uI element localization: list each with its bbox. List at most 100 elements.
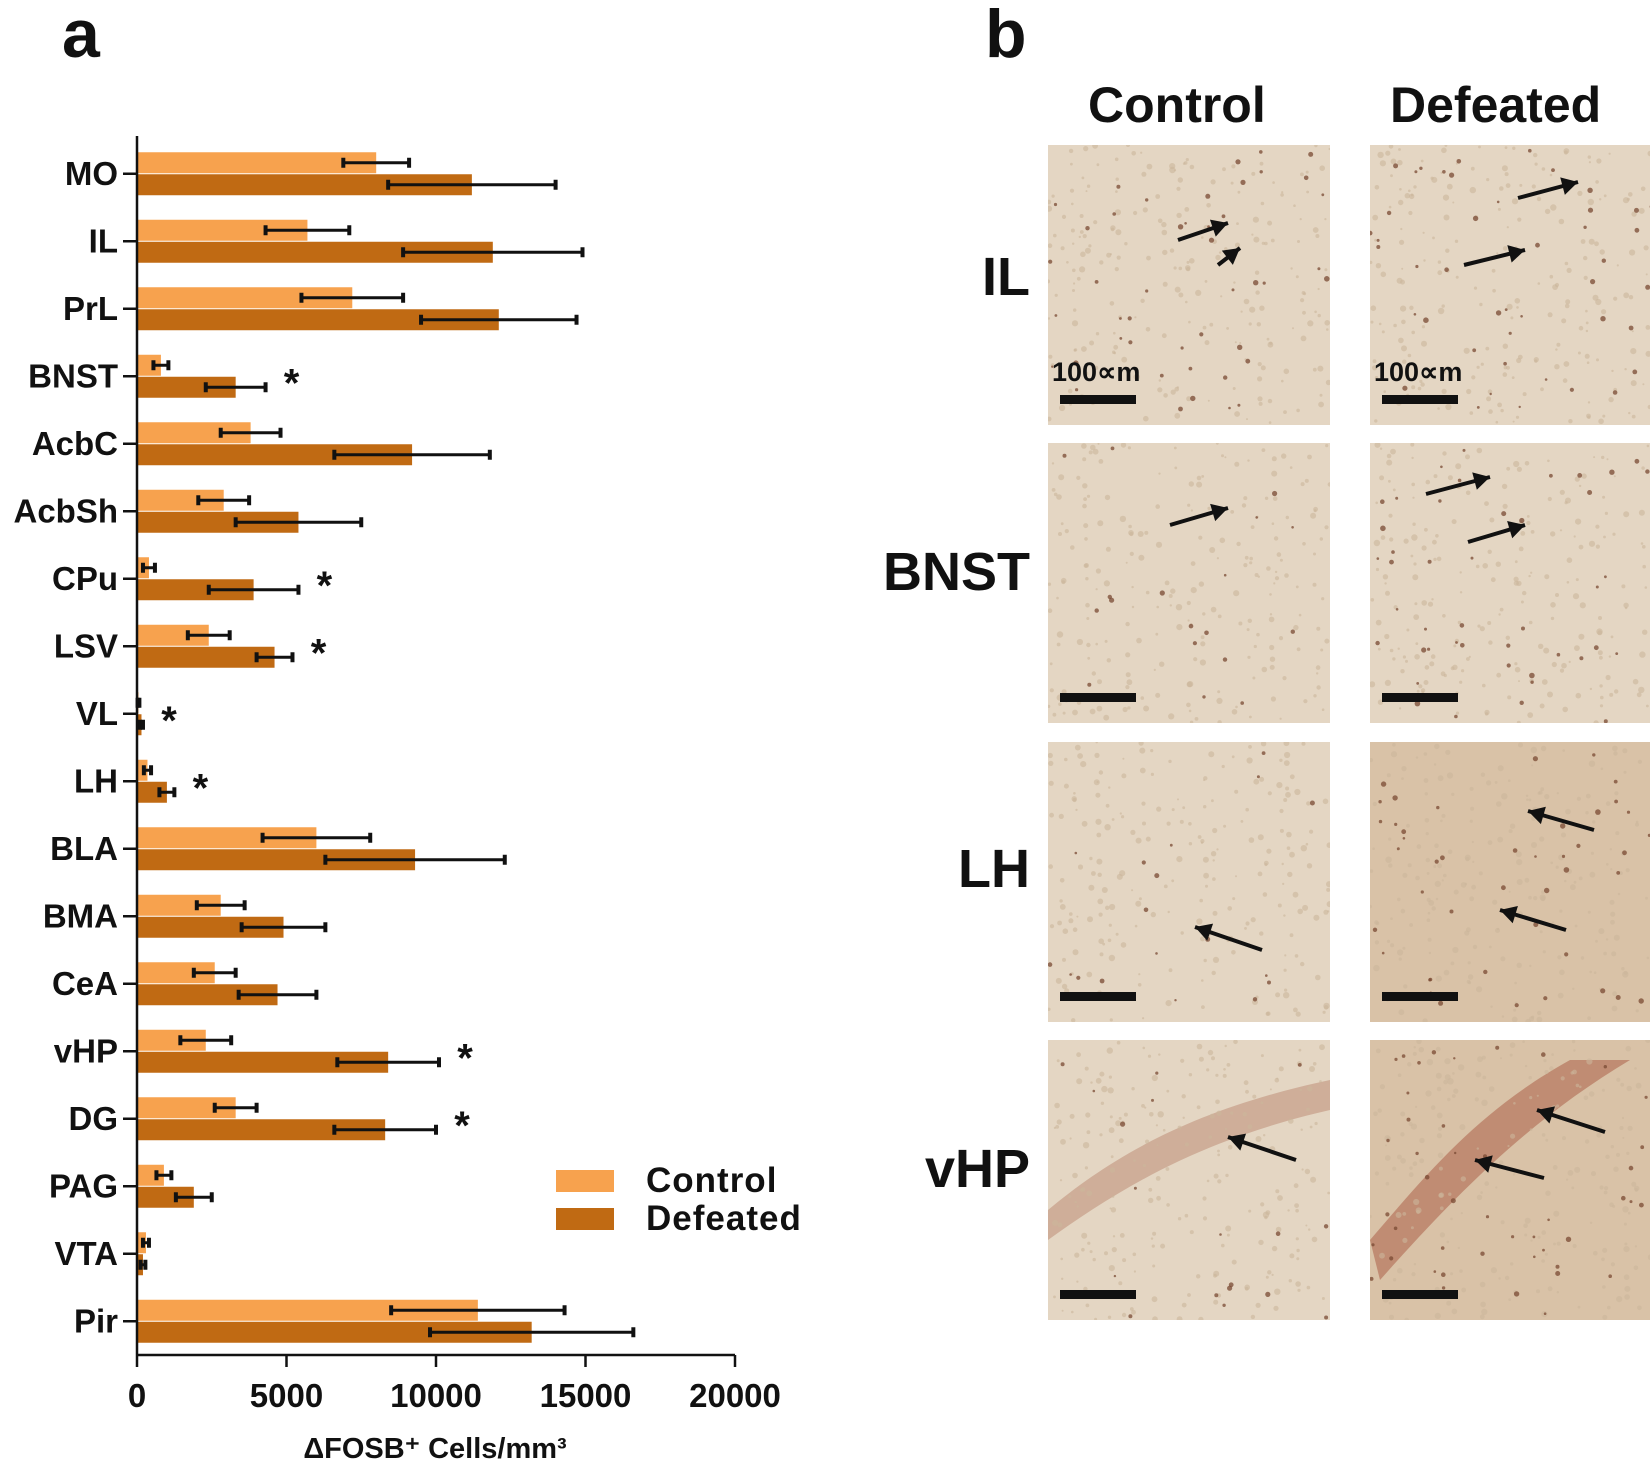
significance-marker-vhp: *	[457, 1036, 473, 1080]
column-header-defeated: Defeated	[1390, 77, 1602, 133]
row-header-lh: LH	[958, 839, 1030, 899]
bar-lsv-control	[137, 624, 209, 646]
bar-dg-control	[137, 1097, 236, 1119]
y-tick-label-cea: CeA	[52, 965, 118, 1002]
scale-bar	[1060, 1290, 1136, 1299]
y-tick-label-vl: VL	[76, 695, 118, 732]
bar-cpu-defeated	[137, 579, 254, 601]
row-header-vhp: vHP	[924, 1139, 1030, 1199]
y-tick-label-bla: BLA	[50, 830, 118, 867]
micrograph-il-control: 100∝m	[1048, 145, 1330, 425]
x-tick-label-0: 0	[128, 1377, 146, 1414]
arrowhead-icon	[1228, 1133, 1247, 1151]
arrowhead-icon	[1209, 219, 1228, 237]
legend-label-control: Control	[646, 1161, 777, 1200]
legend-label-defeated: Defeated	[646, 1199, 802, 1238]
y-tick-label-vta: VTA	[54, 1235, 118, 1272]
bar-acbc-control	[137, 422, 251, 444]
arrowhead-icon	[1475, 1155, 1493, 1173]
y-tick-label-prl: PrL	[63, 290, 118, 327]
y-tick-label-vhp: vHP	[54, 1032, 118, 1069]
legend-swatch-control	[556, 1170, 614, 1192]
scale-bar-label: 100∝m	[1052, 357, 1141, 387]
bar-mo-control	[137, 152, 377, 174]
scale-bar	[1382, 992, 1458, 1001]
y-tick-label-bnst: BNST	[28, 357, 118, 394]
bar-dg-defeated	[137, 1119, 386, 1141]
x-tick-label-20000: 20000	[689, 1377, 781, 1414]
x-axis-label: ΔFOSB⁺ Cells/mm³	[303, 1433, 567, 1465]
micrograph-image	[1370, 145, 1650, 425]
y-tick-label-cpu: CPu	[52, 560, 118, 597]
bar-vhp-defeated	[137, 1051, 389, 1073]
y-tick-label-mo: MO	[65, 155, 118, 192]
micrograph-image	[1048, 742, 1330, 1022]
arrowhead-icon	[1507, 245, 1525, 263]
micrograph-image	[1048, 145, 1330, 425]
row-header-bnst: BNST	[883, 542, 1030, 602]
bar-bma-defeated	[137, 916, 284, 938]
x-tick-label-15000: 15000	[540, 1377, 632, 1414]
scale-bar-label: 100∝m	[1374, 357, 1463, 387]
bar-pir-defeated	[137, 1321, 532, 1343]
y-tick-label-il: IL	[89, 222, 118, 259]
bar-lsv-defeated	[137, 646, 275, 668]
arrowhead-icon	[1210, 503, 1228, 522]
scale-bar	[1382, 1290, 1458, 1299]
bar-il-control	[137, 219, 308, 241]
bar-pir-control	[137, 1299, 478, 1321]
significance-marker-dg: *	[454, 1104, 470, 1148]
arrowhead-icon	[1195, 923, 1214, 941]
arrowhead-icon	[1221, 248, 1240, 265]
column-header-control: Control	[1088, 77, 1266, 133]
significance-marker-lsv: *	[311, 631, 327, 675]
micrograph-lh-control	[1048, 742, 1330, 1022]
significance-marker-cpu: *	[317, 564, 333, 608]
x-tick-label-10000: 10000	[390, 1377, 482, 1414]
bar-il-defeated	[137, 241, 493, 263]
bar-prl-defeated	[137, 309, 499, 331]
y-tick-label-acbsh: AcbSh	[13, 492, 118, 529]
arrowhead-icon	[1507, 520, 1525, 539]
y-tick-label-pir: Pir	[74, 1302, 118, 1339]
micrograph-lh-defeated	[1370, 742, 1650, 1022]
bar-bnst-control	[137, 354, 161, 376]
micrograph-vhp-defeated	[1370, 1040, 1650, 1320]
micrograph-image	[1370, 443, 1650, 723]
bar-mo-defeated	[137, 174, 472, 196]
arrowhead-icon	[1528, 806, 1546, 825]
bar-bnst-defeated	[137, 376, 236, 398]
micrograph-image	[1370, 1040, 1650, 1320]
micrograph-vhp-control	[1048, 1040, 1330, 1320]
y-tick-label-pag: PAG	[49, 1167, 118, 1204]
micrograph-bnst-defeated	[1370, 443, 1650, 723]
bar-bma-control	[137, 894, 221, 916]
bar-vhp-control	[137, 1029, 206, 1051]
bar-acbsh-control	[137, 489, 224, 511]
micrograph-image	[1370, 742, 1650, 1022]
bar-prl-control	[137, 287, 353, 309]
significance-marker-bnst: *	[284, 361, 300, 405]
y-tick-label-lh: LH	[74, 762, 118, 799]
bar-pag-control	[137, 1164, 164, 1186]
bar-pag-defeated	[137, 1186, 194, 1208]
panel-label-a: a	[62, 0, 100, 72]
y-tick-label-dg: DG	[69, 1100, 119, 1137]
y-tick-label-acbc: AcbC	[32, 425, 118, 462]
arrowhead-icon	[1537, 1106, 1555, 1124]
bar-acbc-defeated	[137, 444, 413, 466]
significance-marker-lh: *	[193, 766, 209, 810]
bar-cea-defeated	[137, 984, 278, 1006]
x-tick-label-5000: 5000	[250, 1377, 323, 1414]
legend-swatch-defeated	[556, 1208, 614, 1230]
scale-bar	[1382, 395, 1458, 404]
bar-cea-control	[137, 962, 215, 984]
y-tick-label-bma: BMA	[43, 897, 118, 934]
bar-bla-control	[137, 827, 317, 849]
scale-bar	[1060, 395, 1136, 404]
row-header-il: IL	[982, 247, 1030, 307]
scale-bar	[1060, 693, 1136, 702]
scale-bar	[1060, 992, 1136, 1001]
panel-label-b: b	[985, 0, 1027, 72]
y-tick-label-lsv: LSV	[54, 627, 118, 664]
